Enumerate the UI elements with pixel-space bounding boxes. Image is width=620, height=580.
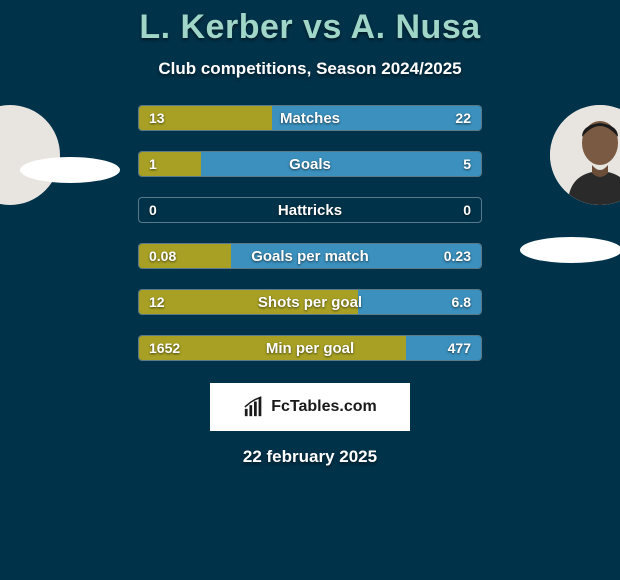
stat-label: Min per goal: [139, 336, 481, 360]
stat-label: Shots per goal: [139, 290, 481, 314]
stat-bars-container: 1322Matches 15Goals 00Hattricks 0.080.23Goa…: [138, 105, 482, 381]
stat-label: Goals: [139, 152, 481, 176]
date-text: 22 february 2025: [0, 447, 620, 467]
stat-row: 0.080.23Goals per match: [138, 243, 482, 269]
stat-row: 1652477Min per goal: [138, 335, 482, 361]
comparison-card: L. Kerber vs A. Nusa Club competitions, …: [0, 0, 620, 580]
stat-row: 00Hattricks: [138, 197, 482, 223]
page-title: L. Kerber vs A. Nusa: [0, 8, 620, 47]
player-right-club-badge: [520, 237, 620, 263]
avatar-placeholder-icon: [550, 105, 620, 205]
stat-label: Matches: [139, 106, 481, 130]
stat-row: 15Goals: [138, 151, 482, 177]
stat-label: Hattricks: [139, 198, 481, 222]
player-right-avatar: [550, 105, 620, 205]
stat-row: 1322Matches: [138, 105, 482, 131]
stat-row: 126.8Shots per goal: [138, 289, 482, 315]
footer-brand-text: FcTables.com: [271, 398, 377, 416]
stat-label: Goals per match: [139, 244, 481, 268]
player-left-club-badge: [20, 157, 120, 183]
footer-brand-badge: FcTables.com: [210, 383, 410, 431]
chart-icon: [243, 396, 265, 418]
subtitle: Club competitions, Season 2024/2025: [0, 59, 620, 79]
player-left-avatar: [0, 105, 60, 205]
